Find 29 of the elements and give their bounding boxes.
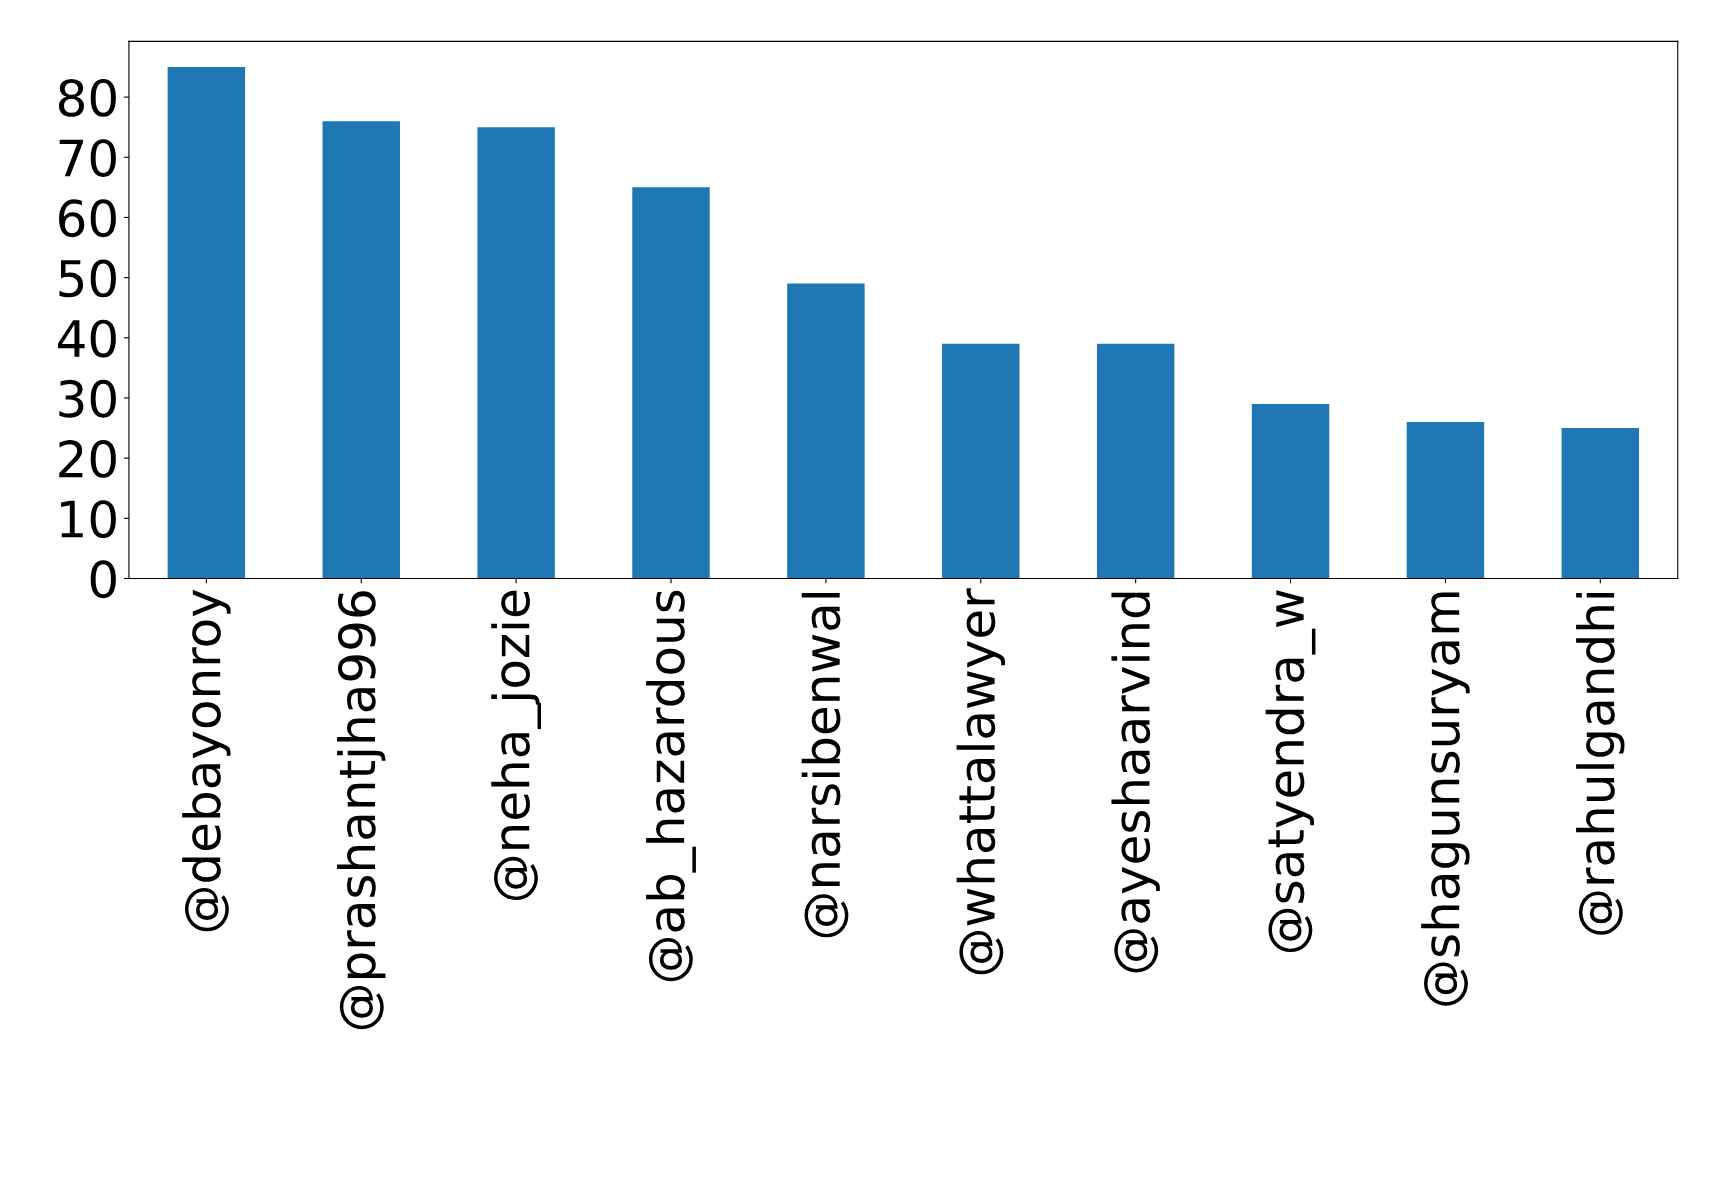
x-tick-label: @neha_jozie — [491, 590, 542, 901]
bar — [1406, 422, 1485, 579]
y-tick-label: 0 — [90, 560, 116, 599]
y-tick-label: 10 — [61, 500, 116, 539]
bar — [477, 127, 555, 579]
bar — [322, 121, 400, 579]
y-tick-label: 30 — [59, 379, 116, 418]
y-tick-label: 50 — [59, 259, 116, 298]
x-tick-label: @rahulgandhi — [1576, 592, 1625, 935]
y-tick-label: 70 — [59, 139, 116, 177]
bar — [942, 343, 1020, 579]
x-tick-label: @narsibenwal — [801, 592, 849, 938]
y-tick-label: 60 — [59, 199, 116, 238]
x-tick-label: @ab_hazardous — [646, 590, 696, 982]
bar — [787, 283, 865, 579]
bar — [167, 66, 246, 579]
x-tick-label: @whattalawyer — [956, 588, 1005, 975]
x-tick-label: @debayonroy — [182, 589, 231, 932]
bar — [1096, 343, 1175, 579]
x-tick-label: @prashantjha996 — [337, 591, 386, 1030]
bar — [1251, 403, 1330, 579]
y-tick-label: 40 — [58, 319, 116, 358]
bar — [632, 187, 710, 579]
bar — [1561, 428, 1640, 579]
x-tick-label: @ayeshaarvind — [1111, 592, 1160, 973]
x-tick-label: @shagunsuryam — [1421, 592, 1470, 1006]
y-tick-label: 20 — [59, 440, 116, 478]
x-tick-label: @satyendra_w — [1265, 590, 1316, 953]
y-tick-label: 80 — [58, 78, 116, 117]
